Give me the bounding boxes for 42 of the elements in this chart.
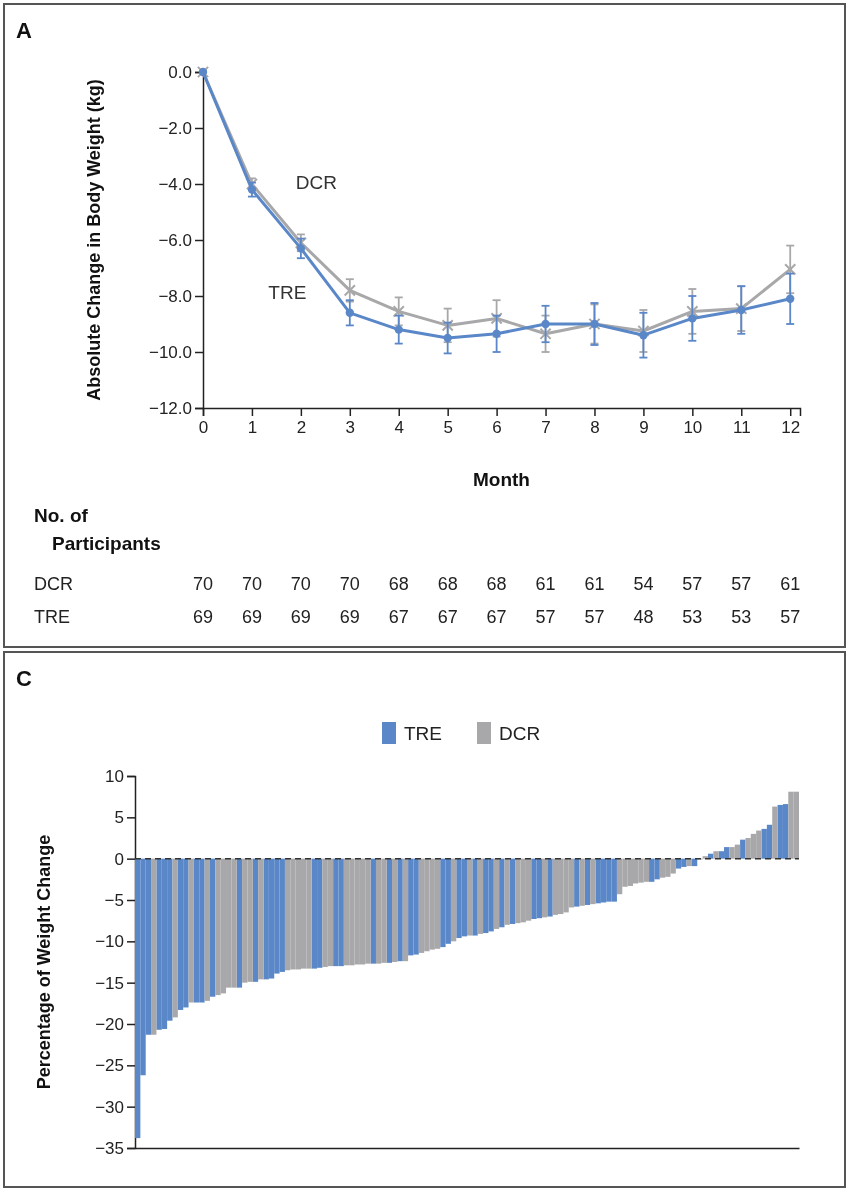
x-tick-label: 11 — [732, 418, 751, 438]
x-tick-label: 1 — [247, 418, 258, 438]
x-axis-title: Month — [473, 469, 530, 490]
x-tick-label: 12 — [781, 418, 801, 438]
y-tick-label: −6.0 — [158, 230, 192, 250]
y-tick-label: −8.0 — [158, 286, 192, 306]
x-tick-label: 0 — [198, 418, 209, 438]
x-tick-label: 7 — [541, 418, 551, 438]
series-label: DCR — [295, 172, 337, 194]
y-tick-label: 0 — [114, 849, 124, 869]
text: A — [16, 18, 32, 43]
y-tick-label: −30 — [95, 1097, 124, 1117]
y-tick-label: −15 — [95, 973, 124, 993]
x-tick-label: 3 — [345, 418, 356, 438]
chart-title: C — [16, 666, 32, 691]
text: No. of Participants — [34, 505, 161, 554]
x-tick-label: 8 — [590, 418, 600, 438]
y-tick-label: −20 — [95, 1014, 124, 1034]
y-tick-label: 5 — [114, 808, 124, 828]
y-tick-label: −35 — [95, 1138, 124, 1158]
y-tick-label: −12.0 — [148, 398, 192, 418]
x-tick-label: 5 — [443, 418, 453, 438]
y-tick-label: −10.0 — [148, 342, 192, 362]
x-tick-label: 10 — [683, 418, 703, 438]
y-tick-label: 10 — [105, 766, 124, 786]
y-tick-label: −10 — [95, 932, 124, 952]
text: DCR 70 70 70 70 68 68 68 61 61 54 57 57 61 — [34, 574, 801, 594]
legend-label: DCR — [499, 723, 541, 744]
y-tick-label: −25 — [95, 1056, 124, 1076]
y-axis-title: Percentage of Weight Change — [34, 834, 54, 1090]
x-tick-label: 2 — [296, 418, 307, 438]
y-tick-label: −5 — [104, 890, 124, 910]
text: TRE 69 69 69 69 67 67 67 57 57 48 53 53 57 — [34, 607, 801, 627]
x-tick-label: 4 — [394, 418, 404, 438]
y-axis-title: Absolute Change in Body Weight (kg) — [84, 79, 104, 401]
series-label: TRE — [268, 281, 307, 303]
y-tick-label: −2.0 — [158, 118, 192, 138]
x-tick-label: 6 — [492, 418, 502, 438]
x-tick-label: 9 — [639, 418, 649, 438]
y-tick-label: −4.0 — [158, 174, 192, 194]
legend-label: TRE — [404, 723, 442, 744]
y-tick-label: 0.0 — [168, 62, 192, 82]
